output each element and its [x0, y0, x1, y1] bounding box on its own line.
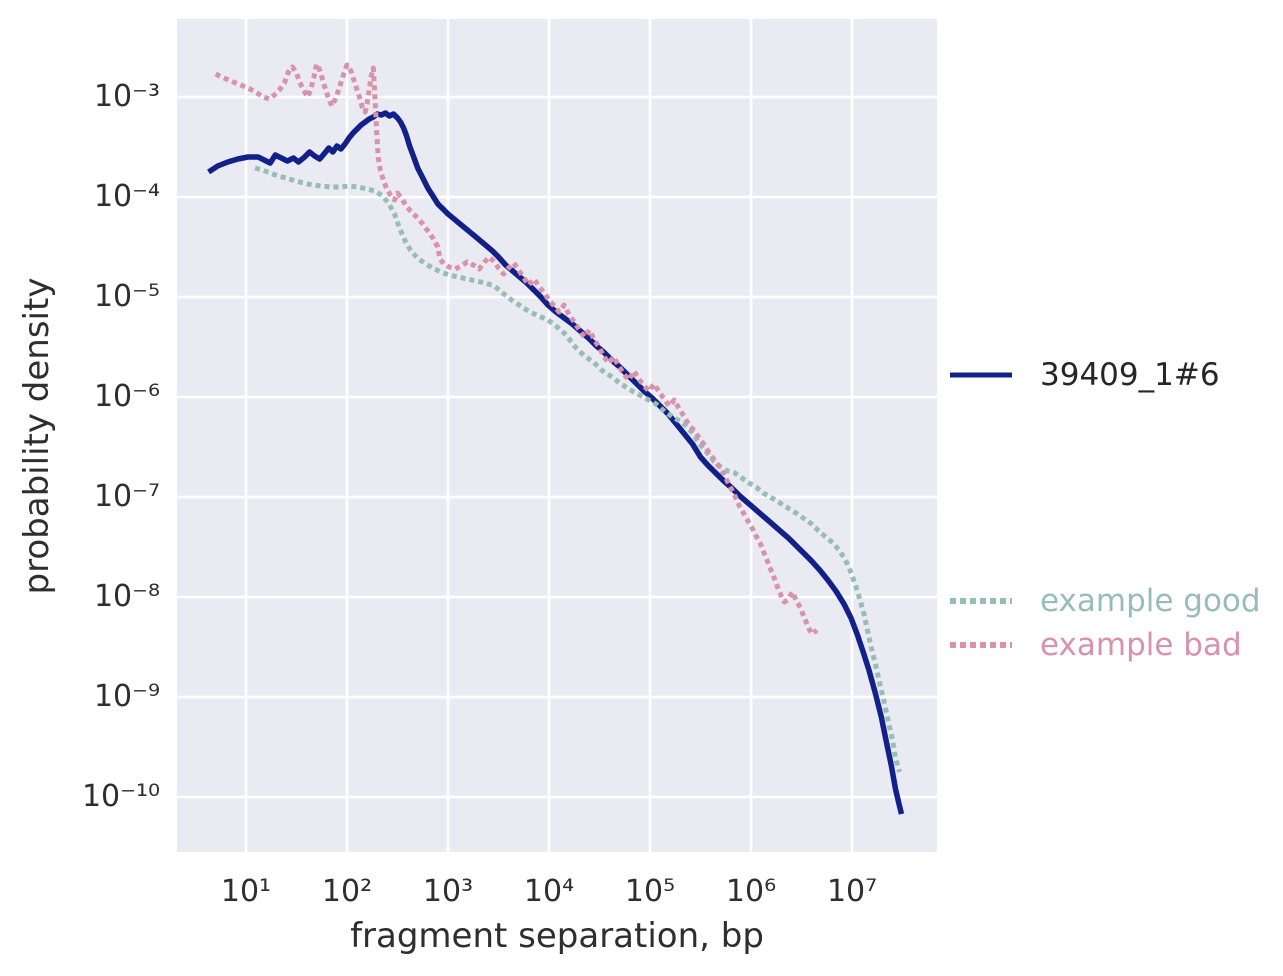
legend-example-good-line-swatch — [950, 598, 1012, 604]
legend-example-good: example good — [948, 579, 1261, 623]
legend-example-bad-line-swatch — [950, 642, 1012, 648]
x-tick-label: 10⁴ — [523, 874, 575, 909]
legend-primary-label: 39409_1#6 — [1040, 357, 1220, 393]
y-tick-label: 10⁻³ — [93, 79, 160, 114]
series-lines — [207, 61, 905, 815]
x-tick-label: 10⁵ — [624, 874, 676, 909]
legend-primary-line-swatch — [950, 372, 1012, 378]
x-tick-label: 10² — [321, 874, 373, 909]
y-tick-label: 10⁻⁸ — [93, 579, 160, 614]
gridlines — [177, 19, 937, 852]
y-tick-label: 10⁻⁶ — [93, 379, 160, 414]
x-tick-label: 10⁶ — [725, 874, 777, 909]
x-tick-label: 10³ — [422, 874, 474, 909]
legend-example-bad-label: example bad — [1040, 627, 1242, 663]
legend-primary: 39409_1#6 — [948, 353, 1220, 397]
y-tick-label: 10⁻⁴ — [93, 179, 160, 214]
series-line-0 — [207, 110, 905, 815]
series-line-2 — [214, 61, 819, 637]
x-axis-label: fragment separation, bp — [350, 916, 764, 956]
y-tick-label: 10⁻⁹ — [93, 679, 160, 714]
x-tick-label: 10⁷ — [826, 874, 878, 909]
legend-example-good-label: example good — [1040, 583, 1261, 619]
x-tick-label: 10¹ — [220, 874, 272, 909]
y-tick-label: 10⁻⁵ — [93, 279, 160, 314]
y-tick-label: 10⁻⁷ — [93, 479, 160, 514]
y-axis-label: probability density — [17, 277, 57, 595]
legend-example-bad: example bad — [948, 623, 1242, 667]
y-tick-label: 10⁻¹⁰ — [81, 779, 160, 814]
plot-background — [177, 19, 937, 852]
series-line-1 — [254, 165, 902, 773]
